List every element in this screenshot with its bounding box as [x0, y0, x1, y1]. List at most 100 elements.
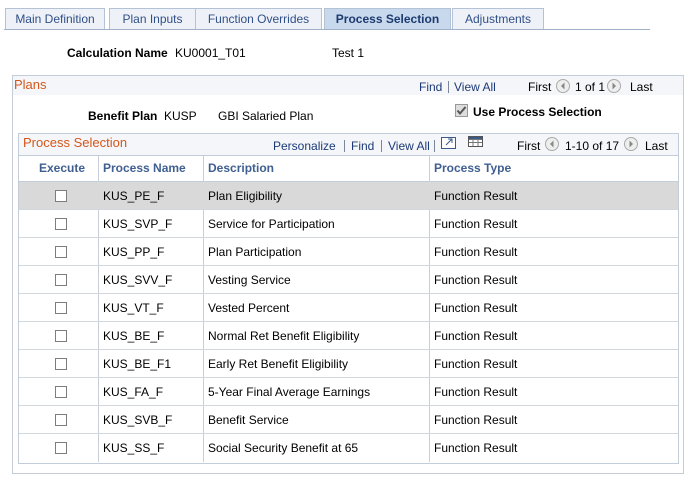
column-header: Description: [208, 161, 275, 175]
zoom-icon[interactable]: [441, 136, 457, 150]
row-divider: [19, 237, 678, 238]
view-all-link[interactable]: View All: [388, 139, 430, 153]
execute-checkbox[interactable]: [55, 358, 67, 370]
last-label: Last: [645, 139, 668, 153]
prev-icon[interactable]: [556, 79, 570, 93]
first-label: First: [528, 80, 552, 94]
calc-label: Calculation Name: [67, 46, 168, 60]
download-icon[interactable]: [468, 136, 484, 148]
process-name: KUS_FA_F: [103, 385, 164, 399]
column-divider: [429, 156, 430, 462]
process-name: KUS_BE_F1: [103, 357, 172, 371]
header-rule: [19, 181, 678, 182]
process-type: Function Result: [434, 413, 518, 427]
plans-title: Plans: [14, 77, 47, 92]
description: Plan Eligibility: [208, 189, 283, 203]
process-type: Function Result: [434, 273, 518, 287]
next-icon[interactable]: [607, 79, 621, 93]
separator: [448, 81, 449, 93]
column-divider: [98, 156, 99, 462]
process-type: Function Result: [434, 441, 518, 455]
row-divider: [19, 209, 678, 210]
description: Benefit Service: [208, 413, 289, 427]
execute-checkbox[interactable]: [55, 246, 67, 258]
prev-icon[interactable]: [545, 137, 559, 151]
column-header: Execute: [39, 161, 86, 175]
view-all-link[interactable]: View All: [454, 80, 496, 94]
header-rule: [19, 155, 678, 156]
personalize-link[interactable]: Personalize: [273, 139, 336, 153]
last-label: Last: [630, 80, 653, 94]
execute-checkbox[interactable]: [55, 274, 67, 286]
process-type: Function Result: [434, 385, 518, 399]
row-divider: [19, 321, 678, 322]
row-divider: [19, 349, 678, 350]
row-highlight: [19, 182, 678, 210]
use-process-selection-checkbox: [455, 104, 468, 117]
row-divider: [19, 293, 678, 294]
row-divider: [19, 377, 678, 378]
description: Normal Ret Benefit Eligibility: [208, 329, 360, 343]
process-type: Function Result: [434, 301, 518, 315]
process-name: KUS_BE_F: [103, 329, 165, 343]
tab[interactable]: Adjustments: [452, 8, 544, 29]
benefit-plan-label: Benefit Plan: [88, 109, 158, 123]
tab[interactable]: Process Selection: [324, 8, 451, 29]
separator: [434, 140, 435, 152]
process-grid: [18, 133, 679, 464]
grid-header: [19, 134, 678, 155]
execute-checkbox[interactable]: [55, 414, 67, 426]
next-icon[interactable]: [624, 137, 638, 151]
find-link[interactable]: Find: [419, 80, 443, 94]
process-type: Function Result: [434, 189, 518, 203]
separator: [381, 140, 382, 152]
process-type: Function Result: [434, 217, 518, 231]
row-count: 1-10 of 17: [565, 139, 620, 153]
description: Vested Percent: [208, 301, 290, 315]
use-process-selection-label: Use Process Selection: [473, 105, 602, 119]
row-divider: [19, 433, 678, 434]
description: Social Security Benefit at 65: [208, 441, 359, 455]
first-label: First: [517, 139, 541, 153]
description: Service for Participation: [208, 217, 335, 231]
find-link[interactable]: Find: [351, 139, 375, 153]
tab[interactable]: Plan Inputs: [109, 8, 196, 29]
execute-checkbox[interactable]: [55, 386, 67, 398]
tab[interactable]: Function Overrides: [195, 8, 322, 29]
tab-underline: [4, 29, 650, 30]
execute-checkbox[interactable]: [55, 330, 67, 342]
process-name: KUS_SVP_F: [103, 217, 173, 231]
row-divider: [19, 265, 678, 266]
grid-title: Process Selection: [23, 135, 128, 150]
process-name: KUS_PE_F: [103, 189, 165, 203]
calc-id: KU0001_T01: [175, 46, 246, 60]
process-name: KUS_SVB_F: [103, 413, 173, 427]
row-divider: [19, 405, 678, 406]
process-name: KUS_SVV_F: [103, 273, 173, 287]
plans-header: [13, 76, 683, 95]
execute-checkbox[interactable]: [55, 190, 67, 202]
plans-box: [12, 75, 684, 474]
column-divider: [203, 156, 204, 462]
description: Early Ret Benefit Eligibility: [208, 357, 349, 371]
execute-checkbox[interactable]: [55, 218, 67, 230]
process-name: KUS_PP_F: [103, 245, 165, 259]
process-type: Function Result: [434, 329, 518, 343]
description: 5-Year Final Average Earnings: [208, 385, 371, 399]
column-header: Process Name: [103, 161, 186, 175]
process-type: Function Result: [434, 245, 518, 259]
tab[interactable]: Main Definition: [5, 8, 105, 29]
description: Vesting Service: [208, 273, 291, 287]
process-name: KUS_VT_F: [103, 301, 164, 315]
process-name: KUS_SS_F: [103, 441, 165, 455]
execute-checkbox[interactable]: [55, 442, 67, 454]
separator: [344, 140, 345, 152]
benefit-plan-code: KUSP: [164, 109, 197, 123]
column-header: Process Type: [434, 161, 512, 175]
calc-description: Test 1: [332, 46, 365, 60]
execute-checkbox[interactable]: [55, 302, 67, 314]
description: Plan Participation: [208, 245, 302, 259]
row-count: 1 of 1: [575, 80, 606, 94]
process-type: Function Result: [434, 357, 518, 371]
